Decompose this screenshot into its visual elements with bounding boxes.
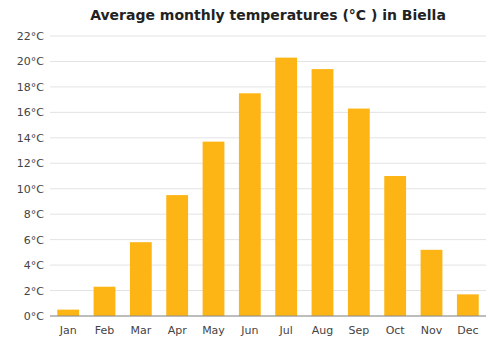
y-tick-label: 8°C [24,208,44,221]
grid-line [50,188,486,189]
x-tick-label: Nov [421,324,443,337]
bar [421,250,443,316]
grid-line [50,163,486,164]
bars [57,58,478,316]
chart-title: Average monthly temperatures (°C ) in Bi… [90,7,446,23]
x-tick-label: Mar [130,324,151,337]
x-axis: Jan Feb Mar Apr May Jun Jul Aug Sep Oct Nov Dec [50,316,486,337]
y-axis: 0°C 2°C 4°C 6°C 8°C 10°C 12°C 14°C 16°C 18°C 20°C 2… [17,30,486,323]
bar [130,242,152,316]
bar [57,310,79,316]
bar [384,176,406,316]
bar [94,287,116,316]
grid-line [50,137,486,138]
grid-line [50,239,486,240]
x-tick-label: Apr [168,324,188,337]
chart-container: Average monthly temperatures (°C ) in Bi… [0,0,500,350]
y-tick-label: 20°C [17,55,44,68]
x-tick-label: Oct [386,324,406,337]
y-tick-label: 0°C [24,310,44,323]
y-tick-label: 16°C [17,106,44,119]
bar [203,142,225,316]
grid-line [50,112,486,113]
x-tick-label: Jan [59,324,77,337]
x-tick-label: Aug [312,324,333,337]
x-tick-label: Sep [348,324,369,337]
bar [275,58,297,316]
x-axis-line [50,316,486,317]
y-tick-label: 12°C [17,157,44,170]
grid-line [50,61,486,62]
y-tick-label: 2°C [24,285,44,298]
y-tick-label: 10°C [17,183,44,196]
y-tick-label: 6°C [24,234,44,247]
bar [239,93,261,316]
grid-line [50,36,486,37]
x-tick-label: Jul [279,324,293,337]
y-tick-label: 18°C [17,81,44,94]
bar [348,109,370,316]
bar [312,69,334,316]
y-tick-label: 14°C [17,132,44,145]
bar [457,294,479,316]
y-tick-label: 4°C [24,259,44,272]
chart-svg: Average monthly temperatures (°C ) in Bi… [0,0,500,350]
grid-line [50,316,486,317]
bar [166,195,188,316]
grid-line [50,86,486,87]
x-tick-label: Feb [95,324,114,337]
x-tick-label: Dec [457,324,478,337]
grid-line [50,214,486,215]
x-tick-label: May [202,324,225,337]
y-tick-label: 22°C [17,30,44,43]
x-tick-label: Jun [240,324,258,337]
